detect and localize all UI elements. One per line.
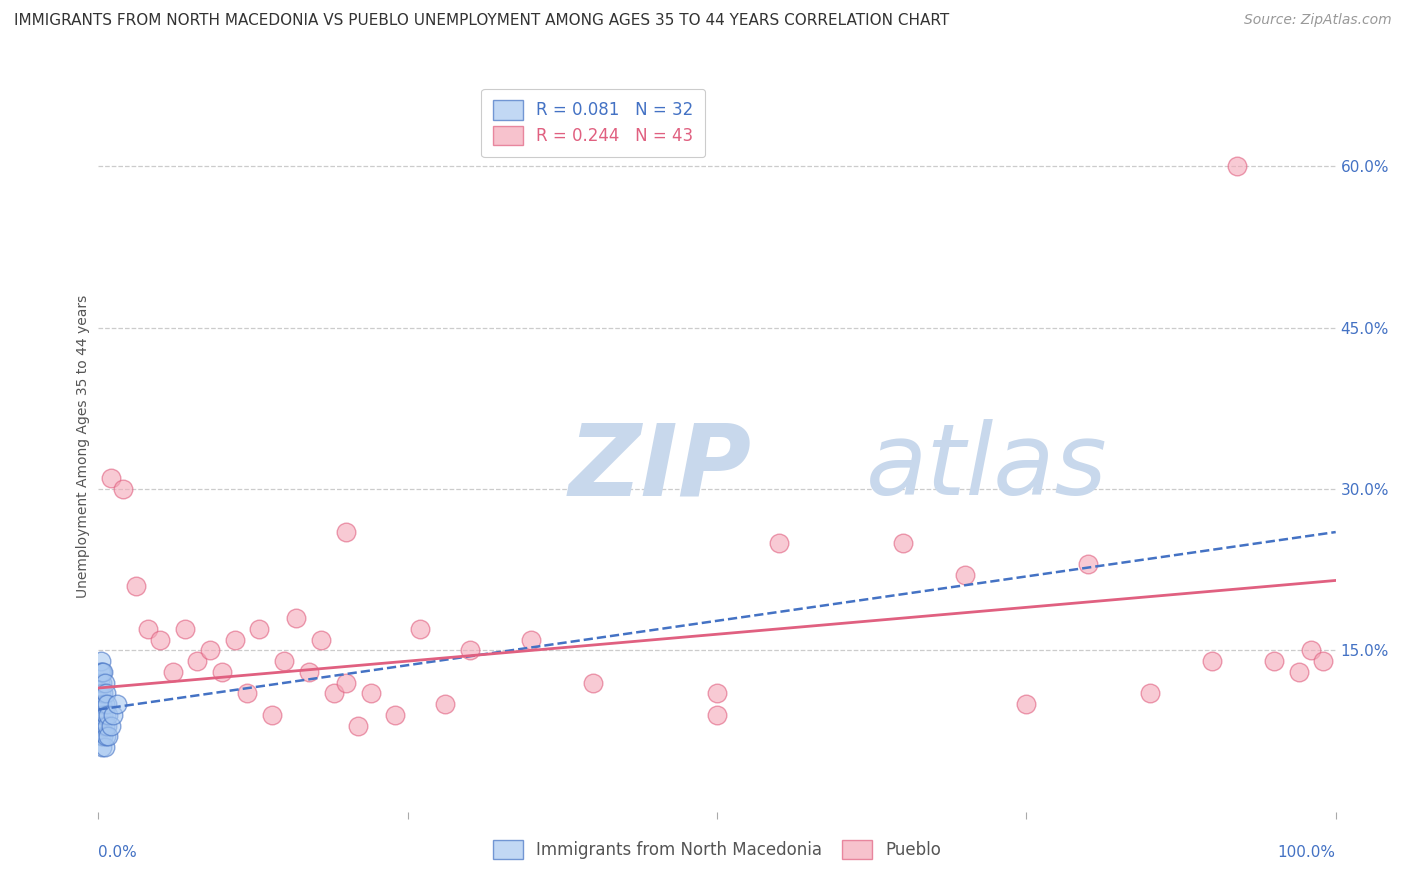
Point — [91, 740, 114, 755]
Point — [1288, 665, 1310, 679]
Point — [458, 643, 481, 657]
Point — [103, 707, 125, 722]
Point — [105, 697, 128, 711]
Point — [891, 536, 914, 550]
Point — [409, 622, 432, 636]
Point — [93, 740, 115, 755]
Point — [1312, 654, 1334, 668]
Point — [124, 579, 146, 593]
Point — [89, 675, 111, 690]
Point — [309, 632, 332, 647]
Point — [1139, 686, 1161, 700]
Point — [94, 730, 117, 744]
Point — [90, 686, 112, 700]
Point — [112, 482, 135, 496]
Point — [93, 719, 115, 733]
Point — [335, 524, 357, 539]
Point — [93, 697, 115, 711]
Point — [94, 707, 117, 722]
Point — [89, 719, 111, 733]
Point — [174, 622, 197, 636]
Text: atlas: atlas — [866, 419, 1107, 516]
Point — [1299, 643, 1322, 657]
Point — [93, 730, 115, 744]
Point — [91, 675, 114, 690]
Point — [211, 665, 233, 679]
Point — [93, 707, 115, 722]
Point — [224, 632, 246, 647]
Point — [97, 730, 120, 744]
Legend: Immigrants from North Macedonia, Pueblo: Immigrants from North Macedonia, Pueblo — [486, 833, 948, 865]
Point — [706, 686, 728, 700]
Point — [186, 654, 208, 668]
Point — [236, 686, 259, 700]
Point — [1201, 654, 1223, 668]
Point — [94, 686, 117, 700]
Point — [100, 471, 122, 485]
Point — [953, 568, 976, 582]
Point — [93, 675, 115, 690]
Point — [360, 686, 382, 700]
Point — [100, 719, 122, 733]
Point — [1263, 654, 1285, 668]
Point — [90, 654, 112, 668]
Point — [90, 707, 112, 722]
Point — [96, 719, 118, 733]
Point — [433, 697, 456, 711]
Point — [149, 632, 172, 647]
Point — [273, 654, 295, 668]
Point — [198, 643, 221, 657]
Point — [97, 707, 120, 722]
Text: 0.0%: 0.0% — [98, 845, 138, 860]
Point — [90, 730, 112, 744]
Point — [91, 665, 114, 679]
Point — [706, 707, 728, 722]
Point — [89, 697, 111, 711]
Y-axis label: Unemployment Among Ages 35 to 44 years: Unemployment Among Ages 35 to 44 years — [76, 294, 90, 598]
Point — [520, 632, 543, 647]
Point — [91, 719, 114, 733]
Point — [260, 707, 283, 722]
Point — [335, 675, 357, 690]
Point — [322, 686, 344, 700]
Point — [96, 697, 118, 711]
Text: Source: ZipAtlas.com: Source: ZipAtlas.com — [1244, 13, 1392, 28]
Point — [162, 665, 184, 679]
Text: IMMIGRANTS FROM NORTH MACEDONIA VS PUEBLO UNEMPLOYMENT AMONG AGES 35 TO 44 YEARS: IMMIGRANTS FROM NORTH MACEDONIA VS PUEBL… — [14, 13, 949, 29]
Point — [136, 622, 159, 636]
Point — [1077, 558, 1099, 572]
Point — [247, 622, 270, 636]
Point — [1015, 697, 1038, 711]
Point — [90, 665, 112, 679]
Point — [582, 675, 605, 690]
Point — [89, 665, 111, 679]
Point — [768, 536, 790, 550]
Point — [285, 611, 308, 625]
Text: ZIP: ZIP — [568, 419, 752, 516]
Point — [347, 719, 370, 733]
Point — [91, 697, 114, 711]
Point — [384, 707, 406, 722]
Point — [93, 686, 115, 700]
Point — [298, 665, 321, 679]
Text: 100.0%: 100.0% — [1278, 845, 1336, 860]
Point — [93, 665, 115, 679]
Point — [1226, 159, 1249, 173]
